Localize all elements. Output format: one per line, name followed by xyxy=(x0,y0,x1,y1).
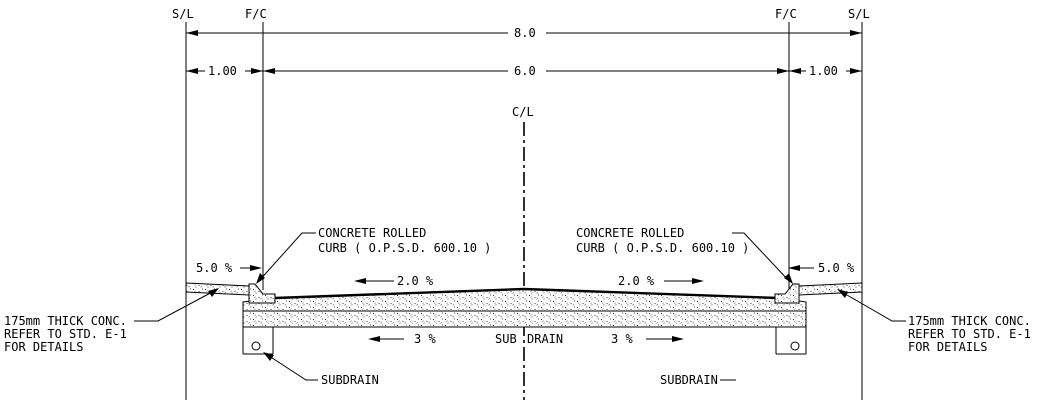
left-curb-note: CONCRETE ROLLED CURB ( O.P.S.D. 600.10 ) xyxy=(256,226,491,284)
left-sidewalk-note-line3: FOR DETAILS xyxy=(4,340,83,354)
right-boulevard-dimension-text: 1.00 xyxy=(809,64,838,78)
center-subdrain-label-a: SUB xyxy=(495,332,517,346)
roadway-dimension-text: 6.0 xyxy=(514,64,536,78)
right-subdrain-note: SUBDRAIN xyxy=(660,373,736,387)
left-curb-note-line2: CURB ( O.P.S.D. 600.10 ) xyxy=(318,241,491,255)
subbase-layer xyxy=(242,310,807,328)
sl-right-label: S/L xyxy=(848,7,870,21)
right-boulevard-dimension: 1.00 xyxy=(789,64,862,78)
right-curb-note-line2: CURB ( O.P.S.D. 600.10 ) xyxy=(576,241,749,255)
left-rolled-curb xyxy=(248,283,276,304)
left-subgrade-slope-text: 3 % xyxy=(414,332,436,346)
overall-dimension: 8.0 xyxy=(186,26,862,40)
right-subdrain-pipe xyxy=(790,341,800,351)
left-subgrade-slope: 3 % xyxy=(368,332,436,346)
asphalt-surface xyxy=(274,287,780,300)
right-subgrade-slope: 3 % xyxy=(611,332,684,346)
overall-dimension-text: 8.0 xyxy=(514,26,536,40)
left-pavement-slope: 2.0 % xyxy=(354,274,434,288)
left-subdrain-note: SUBDRAIN xyxy=(263,352,379,387)
left-sidewalk-note-line1: 175mm THICK CONC. xyxy=(4,314,127,328)
base-layer xyxy=(242,288,807,312)
right-rolled-curb xyxy=(774,283,800,304)
centerline-label: C/L xyxy=(512,105,534,119)
right-sidewalk-note-line2: REFER TO STD. E-1 xyxy=(908,327,1031,341)
center-subdrain-label-b: DRAIN xyxy=(527,332,563,346)
right-subdrain-trench xyxy=(775,327,807,355)
right-sidewalk-slope: 5.0 % xyxy=(788,261,855,275)
roadway-dimension: 6.0 xyxy=(263,64,789,78)
right-sidewalk-slope-text: 5.0 % xyxy=(818,261,855,275)
right-sidewalk-note-line3: FOR DETAILS xyxy=(908,340,987,354)
right-pavement-slope: 2.0 % xyxy=(618,274,704,288)
left-curb-note-line1: CONCRETE ROLLED xyxy=(318,226,426,240)
left-sidewalk-slope: 5.0 % xyxy=(196,261,262,275)
left-subdrain-note-text: SUBDRAIN xyxy=(321,373,379,387)
right-curb-note-line1: CONCRETE ROLLED xyxy=(576,226,684,240)
sl-left-label: S/L xyxy=(172,7,194,21)
left-sidewalk-slope-text: 5.0 % xyxy=(196,261,233,275)
right-sidewalk-note: 175mm THICK CONC. REFER TO STD. E-1 FOR … xyxy=(837,289,1031,354)
fc-right-label: F/C xyxy=(775,7,797,21)
right-subgrade-slope-text: 3 % xyxy=(611,332,633,346)
left-subdrain-pipe xyxy=(251,341,261,351)
right-subdrain-note-text: SUBDRAIN xyxy=(660,373,718,387)
left-subdrain-trench xyxy=(242,327,274,355)
right-sidewalk xyxy=(798,282,863,296)
left-sidewalk-note-line2: REFER TO STD. E-1 xyxy=(4,327,127,341)
right-sidewalk-note-line1: 175mm THICK CONC. xyxy=(908,314,1031,328)
right-curb-note: CONCRETE ROLLED CURB ( O.P.S.D. 600.10 ) xyxy=(576,226,793,284)
left-boulevard-dimension-text: 1.00 xyxy=(208,64,237,78)
left-pavement-slope-text: 2.0 % xyxy=(397,274,434,288)
fc-left-label: F/C xyxy=(245,7,267,21)
left-sidewalk-note: 175mm THICK CONC. REFER TO STD. E-1 FOR … xyxy=(4,288,219,354)
right-pavement-slope-text: 2.0 % xyxy=(618,274,655,288)
left-boulevard-dimension: 1.00 xyxy=(186,64,263,78)
